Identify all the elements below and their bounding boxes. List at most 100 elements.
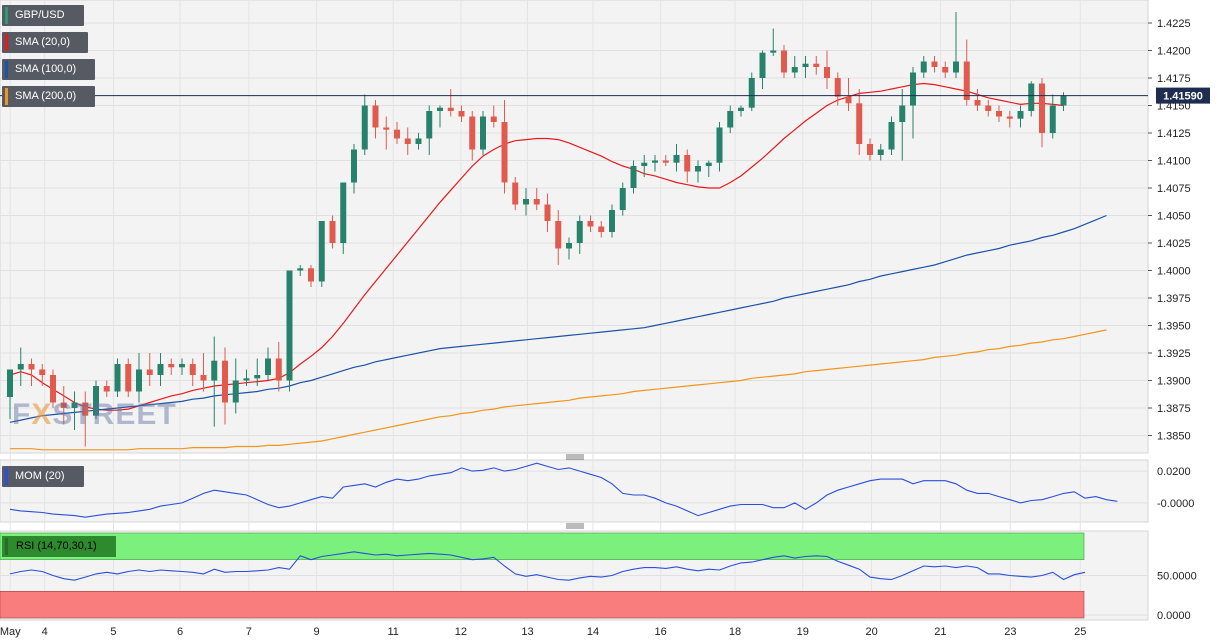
candle (705, 160, 712, 177)
candle (265, 347, 271, 381)
candle (931, 56, 938, 73)
candle-body (673, 155, 680, 163)
legend-mom[interactable]: MOM (20) (2, 466, 84, 487)
price-tick-label: 1.4000 (1157, 266, 1191, 278)
candle-body (426, 111, 433, 139)
candle (146, 353, 153, 386)
candle (888, 116, 895, 155)
candle-body (136, 369, 142, 392)
candle-body (1006, 116, 1013, 119)
axis-layer: 1.42251.42001.41751.41501.41251.41001.40… (0, 18, 1197, 638)
price-tick-label: 1.3950 (1157, 321, 1191, 333)
candle (458, 105, 465, 122)
x-tick-label: 13 (521, 626, 533, 638)
candle (974, 89, 981, 111)
candle-body (297, 268, 304, 271)
candle (598, 221, 605, 238)
candle-body (394, 129, 400, 139)
candle (899, 89, 906, 161)
candle-body (340, 182, 347, 243)
rsi-tick-label: 50.0000 (1157, 571, 1197, 583)
candle (394, 122, 400, 144)
candle-body (351, 149, 357, 183)
candle (781, 45, 787, 78)
candle-body (824, 67, 830, 78)
candle (222, 347, 228, 425)
candle (576, 215, 583, 254)
candle (867, 138, 873, 161)
legend-rsi[interactable]: RSI (14,70,30,1) (2, 536, 116, 557)
candle-body (512, 182, 519, 205)
candle (1017, 105, 1024, 128)
price-tick-label: 1.3875 (1157, 403, 1191, 415)
candle-body (587, 221, 594, 227)
candle (791, 56, 798, 78)
candle-body (437, 107, 443, 111)
candle (1049, 94, 1056, 139)
candle (985, 100, 992, 117)
candle (523, 188, 529, 216)
candle (318, 221, 325, 287)
legend-sma200-label: SMA (200,0) (15, 90, 77, 102)
candle (351, 144, 357, 194)
candle-body (748, 78, 755, 108)
candle (372, 100, 379, 139)
price-tick-label: 1.4050 (1157, 211, 1191, 223)
candle (179, 358, 185, 375)
candle-body (920, 61, 927, 73)
legend-symbol[interactable]: GBP/USD (2, 5, 84, 26)
legend-sma100[interactable]: SMA (100,0) (2, 59, 95, 80)
splitter-handle-1[interactable] (566, 454, 584, 460)
rsi-bands (0, 532, 1085, 619)
splitter-handle-2[interactable] (566, 523, 584, 529)
x-tick-label: 12 (455, 626, 467, 638)
candle (877, 144, 884, 161)
price-tick-label: 1.3925 (1157, 348, 1191, 360)
candle-body (404, 138, 411, 144)
candle-body (82, 402, 89, 416)
candle-body (189, 364, 196, 375)
grid-layer (0, 0, 1148, 620)
current-price-label: 1.41590 (1163, 91, 1203, 103)
candle-body (770, 50, 777, 53)
symbol-swatch (5, 7, 8, 24)
candle (695, 160, 701, 183)
legend-sma200[interactable]: SMA (200,0) (2, 86, 95, 107)
legend-sma20[interactable]: SMA (20,0) (2, 32, 88, 53)
candle-body (910, 72, 916, 106)
candle (727, 105, 734, 133)
candle (329, 215, 336, 249)
candle-body (630, 166, 637, 188)
candle-body (523, 199, 529, 205)
candle-body (308, 268, 314, 282)
candle-body (1060, 95, 1067, 106)
x-tick-label: 14 (587, 626, 599, 638)
candle-body (469, 116, 476, 150)
candle (28, 358, 35, 386)
candle (60, 386, 67, 425)
candle-body (329, 221, 336, 243)
candle-body (781, 50, 787, 73)
rsi-swatch (5, 538, 8, 555)
candle (996, 105, 1002, 122)
candle (544, 193, 551, 232)
candle (673, 144, 680, 172)
candle (587, 215, 594, 232)
legend-rsi-label: RSI (14,70,30,1) (16, 540, 97, 552)
legend-mom-label: MOM (20) (15, 470, 65, 482)
candle (480, 111, 486, 155)
price-tick-label: 1.3975 (1157, 293, 1191, 305)
candle (157, 353, 164, 386)
candle-body (28, 364, 35, 370)
x-tick-label: 5 (110, 626, 116, 638)
x-tick-label: 4 (42, 626, 48, 638)
candle-body (93, 386, 99, 416)
candle (200, 353, 207, 392)
candle (7, 369, 13, 419)
candle-body (566, 243, 572, 249)
candle-body (383, 127, 390, 130)
price-tick-label: 1.4200 (1157, 46, 1191, 58)
candle (490, 105, 497, 128)
candle-body (544, 204, 551, 221)
candle-body (39, 369, 46, 375)
